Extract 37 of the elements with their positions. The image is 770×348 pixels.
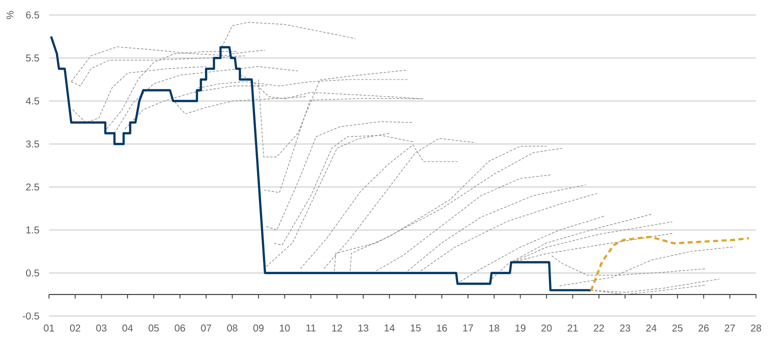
- y-tick-label: 2.5: [26, 183, 40, 191]
- x-tick-label: 17: [463, 324, 474, 332]
- x-tick-label: 27: [724, 324, 735, 332]
- x-tick-label: 04: [122, 324, 133, 332]
- y-tick-label: 6.5: [26, 11, 40, 19]
- x-tick-label: 15: [410, 324, 421, 332]
- y-tick-label: 3.5: [26, 140, 40, 148]
- x-tick-label: 09: [253, 324, 264, 332]
- x-tick-label: 14: [384, 324, 395, 332]
- y-tick-label: 0.5: [26, 269, 40, 277]
- x-tick-label: 11: [306, 324, 316, 332]
- x-tick-label: 08: [227, 324, 238, 332]
- y-tick-label: 5.5: [26, 54, 40, 62]
- x-tick-label: 05: [148, 324, 159, 332]
- x-tick-label: 01: [44, 324, 54, 332]
- x-tick-label: 20: [541, 324, 552, 332]
- y-axis-title: %: [6, 10, 14, 20]
- x-tick-label: 28: [750, 324, 762, 332]
- x-tick-label: 06: [174, 324, 186, 332]
- x-tick-label: 02: [70, 324, 80, 332]
- y-tick-label: 1.5: [26, 226, 40, 234]
- y-tick-label: -0.5: [22, 312, 40, 320]
- x-tick-label: 07: [200, 324, 212, 332]
- x-tick-label: 23: [620, 324, 630, 332]
- x-tick-label: 25: [672, 324, 683, 332]
- x-tick-label: 19: [516, 324, 526, 332]
- y-tick-label: 4.5: [26, 98, 40, 104]
- x-tick-label: 16: [437, 324, 447, 332]
- x-tick-label: 13: [358, 324, 368, 332]
- x-tick-label: 12: [332, 324, 342, 332]
- x-tick-label: 22: [594, 324, 604, 332]
- x-tick-label: 21: [568, 324, 578, 332]
- x-tick-label: 26: [698, 324, 709, 332]
- x-tick-label: 03: [96, 324, 106, 332]
- x-tick-label: 10: [280, 324, 290, 332]
- x-tick-label: 24: [646, 324, 657, 332]
- x-tick-label: 18: [489, 324, 500, 332]
